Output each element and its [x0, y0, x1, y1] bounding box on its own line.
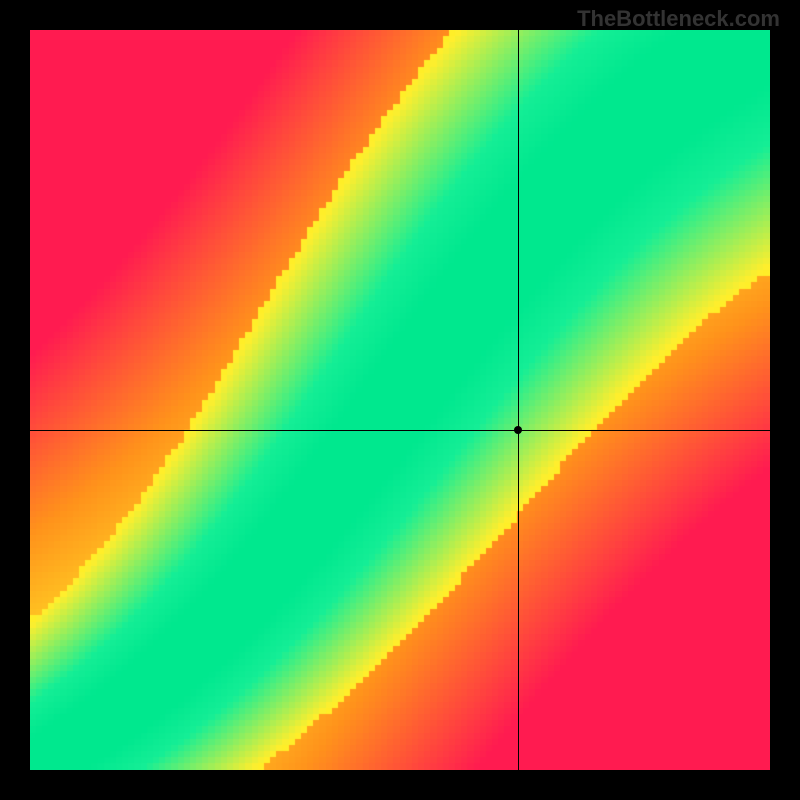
- bottleneck-heatmap: [30, 30, 770, 770]
- crosshair-horizontal: [30, 430, 770, 431]
- chart-container: TheBottleneck.com: [0, 0, 800, 800]
- current-point-marker: [514, 426, 522, 434]
- plot-area: [30, 30, 770, 770]
- crosshair-vertical: [518, 30, 519, 770]
- watermark-text: TheBottleneck.com: [577, 6, 780, 32]
